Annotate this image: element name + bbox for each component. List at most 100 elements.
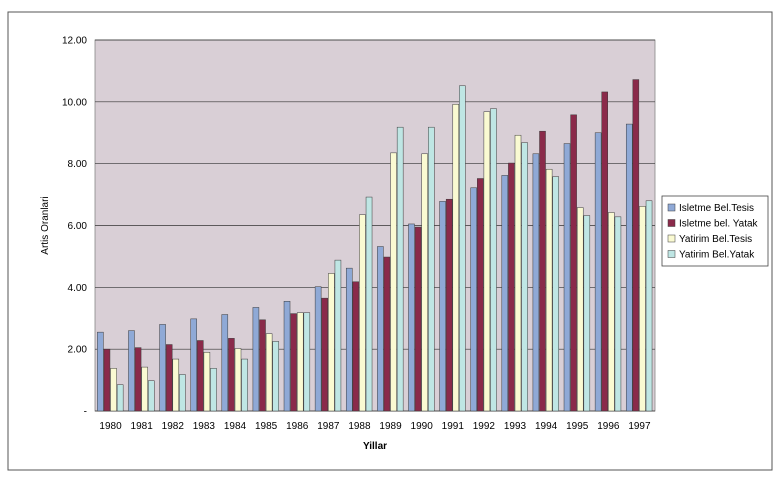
bar	[421, 153, 428, 412]
gridlines	[95, 39, 655, 412]
bar	[321, 297, 328, 412]
bar	[272, 341, 279, 412]
bar	[265, 333, 273, 412]
bar	[632, 79, 640, 412]
bar	[365, 196, 373, 412]
y-tick-label: 8.00	[68, 159, 88, 170]
bar	[148, 380, 155, 412]
bar	[128, 330, 135, 412]
bar	[414, 226, 422, 412]
bar	[234, 348, 242, 412]
x-tick-label: 1989	[379, 421, 402, 432]
bar	[290, 313, 297, 412]
x-tick-label: 1984	[224, 421, 247, 432]
x-tick-label: 1995	[566, 421, 589, 432]
bar	[583, 215, 591, 412]
bar	[501, 175, 509, 412]
bar	[203, 352, 211, 412]
legend-label: Yatirim Bel.Tesis	[679, 234, 752, 245]
bar	[259, 319, 266, 412]
x-tick-label: 1985	[255, 421, 278, 432]
bar	[303, 312, 311, 412]
bar	[570, 114, 577, 412]
bar	[445, 198, 453, 412]
bar	[190, 318, 197, 412]
bar	[377, 246, 384, 412]
bar	[314, 286, 322, 412]
x-tick-label: 1986	[286, 421, 309, 432]
y-axis-label: Artis Oranlari	[40, 196, 51, 254]
bar	[390, 152, 397, 412]
bar	[452, 104, 460, 412]
bar	[645, 200, 653, 412]
x-tick-label: 1993	[504, 421, 527, 432]
bar	[490, 108, 497, 412]
x-tick-label: 1991	[442, 421, 465, 432]
bar	[116, 384, 124, 412]
bar	[172, 358, 180, 412]
y-tick-label: -	[84, 407, 87, 418]
bar	[110, 368, 117, 412]
x-tick-label: 1996	[597, 421, 620, 432]
x-tick-label: 1987	[317, 421, 340, 432]
bar	[359, 214, 366, 412]
bar	[563, 143, 571, 412]
bar	[159, 324, 166, 412]
legend-label: Yatirim Bel.Yatak	[679, 250, 755, 261]
bar	[345, 267, 353, 412]
bar	[283, 301, 291, 412]
bar	[197, 340, 204, 412]
bar	[165, 344, 173, 412]
legend-swatch	[667, 234, 676, 243]
bar	[614, 216, 622, 412]
y-tick-label: 10.00	[62, 97, 87, 108]
y-tick-label: 12.00	[62, 36, 87, 47]
x-tick-label: 1997	[628, 421, 651, 432]
x-tick-label: 1992	[473, 421, 496, 432]
legend-swatch	[667, 219, 676, 227]
bar	[134, 347, 142, 412]
legend-swatch	[667, 250, 676, 258]
bar	[508, 162, 515, 412]
bar	[639, 206, 646, 412]
legend-label: Isletme bel. Yatak	[679, 219, 759, 230]
y-tick-label: 2.00	[68, 345, 88, 356]
bar	[428, 126, 435, 412]
bar	[625, 123, 633, 412]
bar	[296, 312, 304, 412]
bar	[241, 358, 248, 412]
bar	[103, 348, 111, 412]
bar	[408, 223, 415, 412]
bar	[252, 307, 260, 412]
legend-box	[661, 195, 769, 267]
bar	[210, 368, 217, 412]
legend-label: Isletme Bel.Tesis	[679, 203, 754, 214]
x-tick-labels: 1980 1981 1982 1983 1984 1985 1986 1987 1988 1989…	[99, 421, 651, 432]
bar	[328, 273, 335, 412]
bar	[532, 153, 540, 412]
bar	[608, 212, 615, 412]
bar	[601, 91, 608, 412]
x-axis-label: Yillar	[363, 441, 387, 452]
bar	[459, 85, 466, 412]
bar	[539, 130, 546, 412]
bar	[228, 338, 235, 412]
bar	[483, 111, 491, 412]
bar	[576, 207, 584, 412]
x-tick-label: 1980	[99, 421, 122, 432]
bars	[97, 79, 653, 412]
bar	[514, 134, 522, 412]
bar	[383, 256, 391, 412]
legend: Isletme Bel.Tesis Isletme bel. Yatak Yatir…	[661, 195, 769, 267]
x-tick-label: 1981	[131, 421, 154, 432]
bar	[552, 176, 559, 412]
y-tick-labels: - 2.00 4.00 6.00 8.00 10.00 12.00	[62, 36, 87, 418]
y-tick-label: 6.00	[68, 221, 88, 232]
bar	[470, 187, 477, 412]
bar	[439, 201, 446, 412]
x-tick-label: 1990	[411, 421, 434, 432]
bar	[594, 132, 602, 412]
x-tick-label: 1982	[162, 421, 185, 432]
